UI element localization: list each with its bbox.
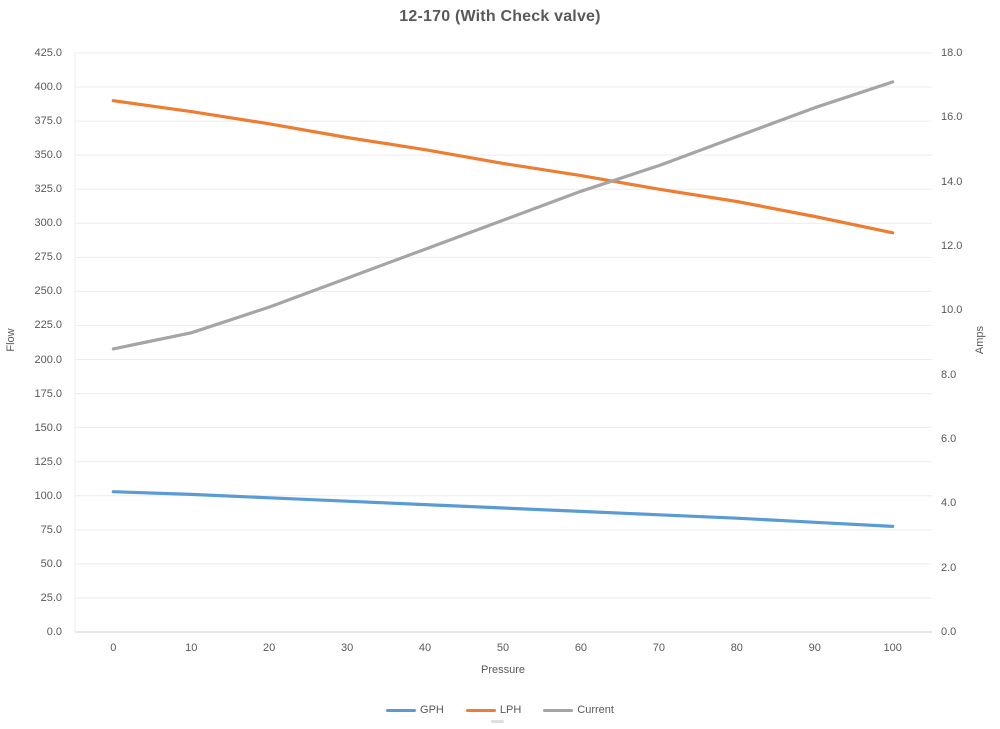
y-right-tick-label: 6.0 <box>941 433 957 445</box>
y-right-tick-label: 2.0 <box>941 561 957 574</box>
y-left-tick-label: 375.0 <box>34 115 62 128</box>
y-right-tick-label: 4.0 <box>941 497 957 510</box>
x-tick-label: 50 <box>496 642 510 654</box>
legend-label: GPH <box>420 704 444 716</box>
y-left-tick-label: 425.0 <box>34 47 62 59</box>
y-right-tick-label: 0.0 <box>941 626 957 638</box>
y-right-tick-label: 14.0 <box>941 175 963 188</box>
x-tick-label: 100 <box>883 642 902 654</box>
series-line-lph <box>111 99 895 235</box>
y-left-tick-label: 350.0 <box>34 149 62 162</box>
y-right-tick-label: 18.0 <box>941 47 963 59</box>
y-left-tick-label: 225.0 <box>34 319 62 332</box>
y-left-tick-label: 50.0 <box>40 557 62 570</box>
legend-line-swatch-current <box>543 708 574 712</box>
x-tick-label: 0 <box>110 642 117 654</box>
y-axis-title-flow: Flow <box>5 328 17 352</box>
legend-item-gph: GPH <box>386 704 444 716</box>
legend-label: LPH <box>499 704 522 716</box>
legend-item-lph: LPH <box>465 704 522 716</box>
y-left-tick-label: 200.0 <box>34 353 62 366</box>
x-tick-label: 80 <box>730 642 743 654</box>
y-left-tick-label: 75.0 <box>40 523 62 536</box>
chart-title: 12-170 (With Check valve) <box>399 8 601 25</box>
y-left-tick-label: 400.0 <box>34 81 62 94</box>
y-left-tick-label: 175.0 <box>34 387 62 400</box>
x-tick-label: 40 <box>418 642 432 654</box>
y-left-tick-label: 250.0 <box>34 285 62 298</box>
y-left-tick-label: 125.0 <box>34 455 62 468</box>
x-tick-label: 60 <box>574 642 588 654</box>
x-tick-label: 30 <box>340 642 354 654</box>
y-right-tick-label: 8.0 <box>941 368 957 381</box>
x-tick-label: 90 <box>808 642 821 654</box>
y-left-tick-label: 100.0 <box>34 489 62 502</box>
y-axis-title-amps: Amps <box>974 325 986 355</box>
y-left-tick-label: 0.0 <box>46 626 62 638</box>
legend-label: Current <box>577 704 614 716</box>
legend-item-current: Current <box>543 704 614 716</box>
legend: GPH LPH Current <box>0 701 1000 719</box>
y-left-tick-label: 25.0 <box>40 591 62 604</box>
y-left-tick-label: 275.0 <box>34 251 62 264</box>
y-right-tick-label: 16.0 <box>941 111 963 124</box>
x-tick-label: 20 <box>263 642 276 654</box>
series-line-current <box>111 80 895 351</box>
x-tick-label: 10 <box>185 642 198 654</box>
y-left-tick-label: 150.0 <box>34 421 62 434</box>
x-axis-title: Pressure <box>480 664 526 676</box>
y-left-tick-label: 325.0 <box>34 183 62 196</box>
y-left-tick-label: 300.0 <box>34 217 62 230</box>
legend-line-swatch-gph <box>386 708 417 712</box>
x-tick-label: 70 <box>652 642 665 654</box>
series-line-gph <box>111 490 895 529</box>
legend-line-swatch-lph <box>465 708 496 712</box>
artifact-mark <box>491 720 504 723</box>
y-right-tick-label: 10.0 <box>941 304 963 317</box>
y-right-tick-label: 12.0 <box>941 240 963 252</box>
